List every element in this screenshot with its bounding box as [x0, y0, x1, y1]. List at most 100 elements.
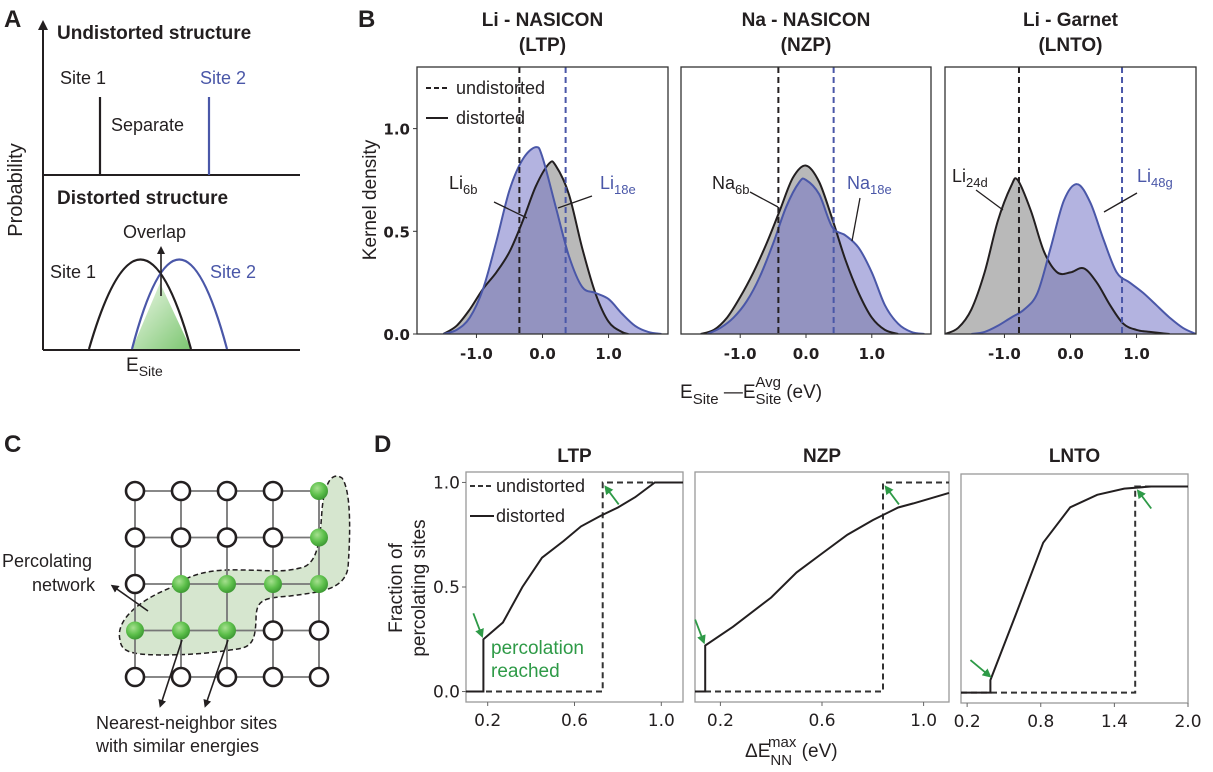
lattice-site [262, 620, 284, 641]
x-axis-label: ESite [126, 355, 163, 379]
kde-subplot-1: -1.0 0.0 1.0 Li - NASICON (LTP) Li6b Li18e 0.0 0… [383, 10, 669, 363]
y-tick-label: 0.0 [433, 683, 460, 703]
percolating-site [172, 575, 190, 593]
percolation-subplot-1: 0.2 0.6 1.0 LTP 0.0 0.5 1.0 undistorted distorte… [433, 446, 684, 731]
y-tick-label: 0.5 [433, 578, 460, 598]
x-tick-label: 0.0 [529, 345, 556, 363]
separate-label: Separate [111, 115, 184, 135]
site1-distribution-curve [87, 258, 193, 350]
plot-frame [960, 473, 1189, 704]
leader-line [749, 191, 779, 208]
percolation-arrow [969, 659, 992, 678]
panel-letter-a: A [4, 6, 21, 33]
panel-c: C Percolating network Nearest-neighbor s… [2, 431, 351, 756]
x-tick-label: -1.0 [724, 345, 757, 363]
series-label-na18e: Na18e [847, 173, 892, 197]
legend-undistorted-label: undistorted [456, 78, 545, 98]
percolating-network-label-line2: network [32, 575, 96, 595]
b-x-axis-label: ESite —ESiteAvg (eV) [680, 374, 822, 408]
series-line-distorted [961, 485, 1188, 694]
kde-fill-li18e [443, 147, 662, 334]
subplot-title-line1: Li - NASICON [482, 10, 603, 31]
y-axis-label: Probability [5, 143, 27, 236]
panel-letter-c: C [4, 431, 21, 458]
percolation-arrow [1136, 489, 1152, 510]
percolation-arrow [604, 485, 620, 505]
kde-curve-na18e [706, 177, 925, 334]
site2-distribution-curve [130, 258, 229, 350]
subplot-title-line2: (LTP) [519, 35, 566, 56]
x-tick-label: -1.0 [988, 345, 1021, 363]
subplot-title-line1: Na - NASICON [742, 10, 871, 31]
series-label-li18e: Li18e [600, 173, 636, 197]
leader-line [975, 189, 1004, 211]
x-tick-label: 0.2 [707, 711, 734, 731]
series-line-undistorted [961, 485, 1188, 694]
undistorted-title: Undistorted structure [57, 23, 251, 44]
percolation-subplot-2: 0.2 0.6 1.0 NZP [694, 446, 950, 731]
lattice-site [216, 527, 238, 548]
nn-arrow-1 [158, 639, 183, 708]
x-tick-label: 0.6 [561, 711, 588, 731]
percolation-arrow [472, 612, 484, 639]
leader-line [557, 195, 593, 209]
y-tick-label: 1.0 [433, 473, 460, 493]
percolation-subplot-3: 0.2 0.8 1.4 2.0 LNTO [954, 446, 1202, 732]
lattice-site [308, 666, 330, 688]
x-tick-label: 0.6 [808, 711, 835, 731]
kde-curve-li18e [443, 146, 662, 334]
subplot-title-line2: (LNTO) [1038, 35, 1102, 56]
subplot-title: NZP [803, 446, 841, 467]
legend-undistorted-label: undistorted [496, 476, 585, 496]
percolating-site [172, 621, 190, 640]
series-line-undistorted [695, 481, 949, 693]
lattice-site [124, 666, 146, 688]
nn-label-line2: with similar energies [95, 736, 259, 756]
series-line-undistorted [466, 481, 683, 693]
series-label-na6b: Na6b [712, 173, 749, 197]
x-tick-label: 0.0 [1057, 345, 1084, 363]
panel-b: B Kernel density -1.0 0.0 1.0 Li - NASICON (… [358, 6, 1197, 408]
kde-fill-na18e [707, 178, 925, 334]
undistorted-site1-label: Site 1 [60, 68, 106, 88]
lattice-site [124, 480, 146, 502]
percolating-network-arrow [110, 584, 149, 612]
distorted-site1-label: Site 1 [50, 262, 96, 282]
d-x-axis-label: ΔENNmax (eV) [745, 734, 838, 769]
lattice-site [170, 666, 192, 688]
percolating-site [218, 575, 236, 593]
leader-line [1103, 192, 1138, 213]
x-tick-label: 1.0 [910, 711, 937, 731]
distorted-title: Distorted structure [57, 188, 228, 209]
kde-curve-li48g [971, 183, 1196, 334]
lattice-site [124, 527, 146, 548]
series-line-distorted [466, 481, 683, 693]
panel-d: D Fraction of percolating sites 0.2 0.6 1.… [374, 431, 1202, 769]
kde-curve-li6b [442, 160, 629, 334]
kde-fill-li48g [971, 184, 1196, 334]
x-tick-label: 1.0 [859, 345, 886, 363]
y-tick-label: 0.0 [383, 326, 410, 344]
undistorted-site2-label: Site 2 [200, 68, 246, 88]
overlap-label: Overlap [123, 222, 186, 242]
percolating-site [310, 528, 328, 547]
percolating-site [310, 575, 328, 593]
d-y-axis-label-line2: percolating sites [409, 519, 430, 656]
subplot-title: LNTO [1049, 446, 1100, 467]
distorted-site2-label: Site 2 [210, 262, 256, 282]
subplot-title: LTP [557, 446, 592, 467]
lattice-site [308, 620, 330, 641]
series-line-distorted [695, 491, 950, 693]
kde-fill-li24d [945, 178, 1170, 334]
kde-subplot-3: -1.0 0.0 1.0 Li - Garnet (LNTO) Li24d Li48g [944, 10, 1197, 363]
x-tick-label: 1.0 [1123, 345, 1150, 363]
series-label-li6b: Li6b [449, 173, 477, 197]
subplot-title-line1: Li - Garnet [1023, 10, 1119, 31]
b-y-axis-label: Kernel density [360, 139, 381, 260]
x-tick-label: 1.0 [595, 345, 622, 363]
percolating-site [264, 575, 282, 593]
lattice-site [216, 480, 238, 502]
kde-curve-li24d [945, 177, 1170, 334]
percolating-site [218, 621, 236, 640]
panel-a: A Probability ESite Undistorted structur… [4, 6, 300, 379]
